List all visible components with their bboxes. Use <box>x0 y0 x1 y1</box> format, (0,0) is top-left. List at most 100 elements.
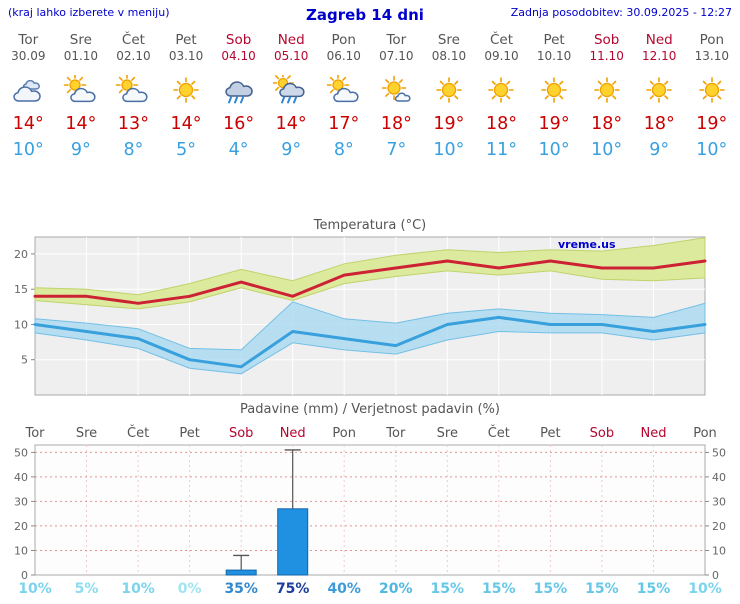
header: (kraj lahko izberete v meniju) Zagreb 14… <box>0 0 740 24</box>
day-min-temp: 5° <box>176 140 196 160</box>
temp-ytick-label: 10 <box>14 319 28 332</box>
precip-day-label: Tor <box>24 426 45 441</box>
day-max-temp: 14° <box>170 114 202 134</box>
day-max-temp: 17° <box>328 114 360 134</box>
page-title: Zagreb 14 dni <box>306 6 424 24</box>
day-min-temp: 4° <box>228 140 249 160</box>
day-name: Pet <box>543 32 565 48</box>
day-max-temp: 14° <box>275 114 307 134</box>
precip-day-label: Ned <box>641 426 667 441</box>
precip-day-label: Tor <box>385 426 406 441</box>
mostly-sunny-icon <box>370 75 423 105</box>
day-date: 06.10 <box>326 49 361 63</box>
precip-day-label: Sre <box>76 426 97 441</box>
precip-probability-label: 15% <box>482 581 516 597</box>
day-name: Tor <box>18 32 39 48</box>
precip-probability-label: 20% <box>379 581 413 597</box>
precip-ytick-right: 10 <box>712 545 726 558</box>
min-temp-line <box>33 315 707 369</box>
precipitation-chart: Padavine (mm) / Verjetnost padavin (%) To… <box>0 400 740 604</box>
forecast-day-sob-04.10: Sob 04.10 16° 4° <box>212 32 265 160</box>
precip-probability-label: 40% <box>327 581 361 597</box>
sunny-icon <box>686 75 739 105</box>
precip-probability-label: 5% <box>75 581 99 597</box>
temperature-chart-svg: Temperatura (°C) 5 10 15 20 <box>14 218 707 396</box>
sunny-icon <box>528 75 581 105</box>
precip-ytick-left: 10 <box>14 545 28 558</box>
day-date: 02.10 <box>116 49 151 63</box>
precip-day-label: Sob <box>229 426 253 441</box>
day-date: 09.10 <box>484 49 519 63</box>
sunny-icon <box>580 75 633 105</box>
day-min-temp: 9° <box>281 140 302 160</box>
day-max-temp: 18° <box>485 114 517 134</box>
precip-day-label: Ned <box>280 426 306 441</box>
day-name: Čet <box>121 32 145 48</box>
max-temp-range-band <box>34 237 706 310</box>
precipitation-chart-svg: Padavine (mm) / Verjetnost padavin (%) To… <box>14 402 726 597</box>
last-updated: Zadnja posodobitev: 30.09.2025 - 12:27 <box>510 6 732 19</box>
day-date: 12.10 <box>642 49 677 63</box>
day-min-temp: 10° <box>12 140 44 160</box>
day-date: 05.10 <box>274 49 309 63</box>
precip-day-label: Sob <box>590 426 614 441</box>
precip-day-label: Sre <box>437 426 458 441</box>
day-name: Sre <box>69 32 92 48</box>
day-min-temp: 11° <box>485 140 517 160</box>
precip-probability-label: 75% <box>276 581 310 597</box>
precip-plot-area <box>34 444 706 576</box>
precip-day-label: Pet <box>179 426 199 441</box>
precip-ytick-right: 50 <box>712 446 726 459</box>
day-min-temp: 8° <box>333 140 354 160</box>
day-min-temp: 10° <box>433 140 465 160</box>
day-max-temp: 19° <box>538 114 570 134</box>
day-name: Čet <box>489 32 513 48</box>
forecast-day-tor-30.09: Tor 30.09 14° 10° <box>2 32 55 160</box>
day-max-temp: 19° <box>696 114 728 134</box>
day-min-temp: 10° <box>538 140 570 160</box>
min-temp-range-band <box>34 301 706 375</box>
day-date: 01.10 <box>63 49 99 63</box>
day-date: 30.09 <box>11 49 46 63</box>
precip-day-label: Pon <box>693 426 717 441</box>
day-name: Pet <box>175 32 197 48</box>
precip-probability-label: 10% <box>18 581 52 597</box>
precip-probability-label: 15% <box>585 581 619 597</box>
forecast-day-pon-06.10: Pon 06.10 17° 8° <box>317 32 370 160</box>
sunny-icon <box>633 75 686 105</box>
precip-probability-label: 15% <box>637 581 671 597</box>
precip-day-label: Pet <box>540 426 560 441</box>
day-date: 10.10 <box>536 49 572 63</box>
vreme-watermark-link[interactable]: vreme.us <box>558 238 616 251</box>
day-name: Sob <box>225 32 252 48</box>
precip-ytick-left: 30 <box>14 495 28 508</box>
day-max-temp: 13° <box>117 114 149 134</box>
forecast-day-pet-10.10: Pet 10.10 19° 10° <box>528 32 581 160</box>
sunny-icon <box>160 75 213 105</box>
precip-ytick-right: 40 <box>712 471 726 484</box>
precip-probability-label: 35% <box>224 581 258 597</box>
day-date: 07.10 <box>379 49 414 63</box>
day-date: 08.10 <box>431 49 467 63</box>
precip-ytick-left: 50 <box>14 446 28 459</box>
partly-cloudy-icon <box>317 75 370 105</box>
day-max-temp: 16° <box>223 114 255 134</box>
forecast-day-tor-07.10: Tor 07.10 18° 7° <box>370 32 423 160</box>
day-max-temp: 18° <box>380 114 412 134</box>
day-max-temp: 18° <box>591 114 623 134</box>
precip-day-label: Čet <box>127 425 149 441</box>
day-date: 04.10 <box>221 49 256 63</box>
precip-bar <box>277 508 309 576</box>
temp-ytick-label: 20 <box>14 248 28 261</box>
temperature-chart-title: Temperatura (°C) <box>313 218 426 233</box>
forecast-day-ned-05.10: Ned 05.10 14° 9° <box>265 32 318 160</box>
forecast-day-pet-03.10: Pet 03.10 14° 5° <box>160 32 213 160</box>
forecast-day-pon-13.10: Pon 13.10 19° 10° <box>686 32 739 160</box>
day-date: 11.10 <box>589 49 624 63</box>
precip-probability-label: 0% <box>178 581 202 597</box>
temperature-chart: Temperatura (°C) 5 10 15 20 <box>0 215 740 404</box>
sunny-icon <box>423 75 476 105</box>
sunny-icon <box>475 75 528 105</box>
temp-ytick-label: 5 <box>21 354 28 367</box>
precip-ytick-right: 0 <box>712 569 719 582</box>
